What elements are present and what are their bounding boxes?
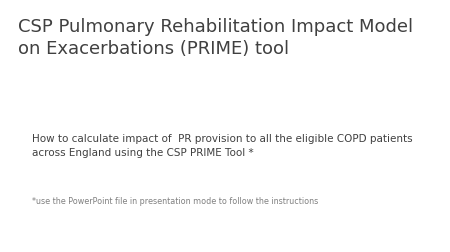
Text: CSP Pulmonary Rehabilitation Impact Model
on Exacerbations (PRIME) tool: CSP Pulmonary Rehabilitation Impact Mode… <box>18 18 413 58</box>
Text: How to calculate impact of  PR provision to all the eligible COPD patients
acros: How to calculate impact of PR provision … <box>32 134 412 158</box>
Text: *use the PowerPoint file in presentation mode to follow the instructions: *use the PowerPoint file in presentation… <box>32 197 318 206</box>
